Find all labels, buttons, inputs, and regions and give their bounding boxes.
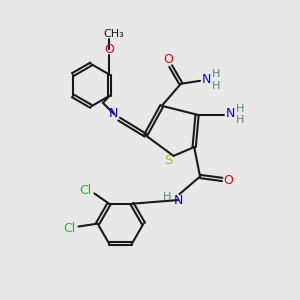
Text: S: S: [164, 154, 172, 167]
Text: H: H: [163, 192, 171, 202]
Text: Cl: Cl: [80, 184, 92, 197]
Text: N: N: [225, 107, 235, 120]
Text: O: O: [104, 43, 114, 56]
Text: H: H: [236, 115, 244, 125]
Text: H: H: [212, 81, 220, 91]
Text: H: H: [212, 69, 220, 79]
Text: N: N: [202, 73, 211, 86]
Text: O: O: [224, 174, 234, 188]
Text: O: O: [163, 53, 173, 66]
Text: CH₃: CH₃: [103, 29, 124, 39]
Text: H: H: [236, 104, 244, 114]
Text: Cl: Cl: [64, 222, 76, 236]
Text: N: N: [173, 194, 183, 207]
Text: N: N: [109, 107, 119, 120]
